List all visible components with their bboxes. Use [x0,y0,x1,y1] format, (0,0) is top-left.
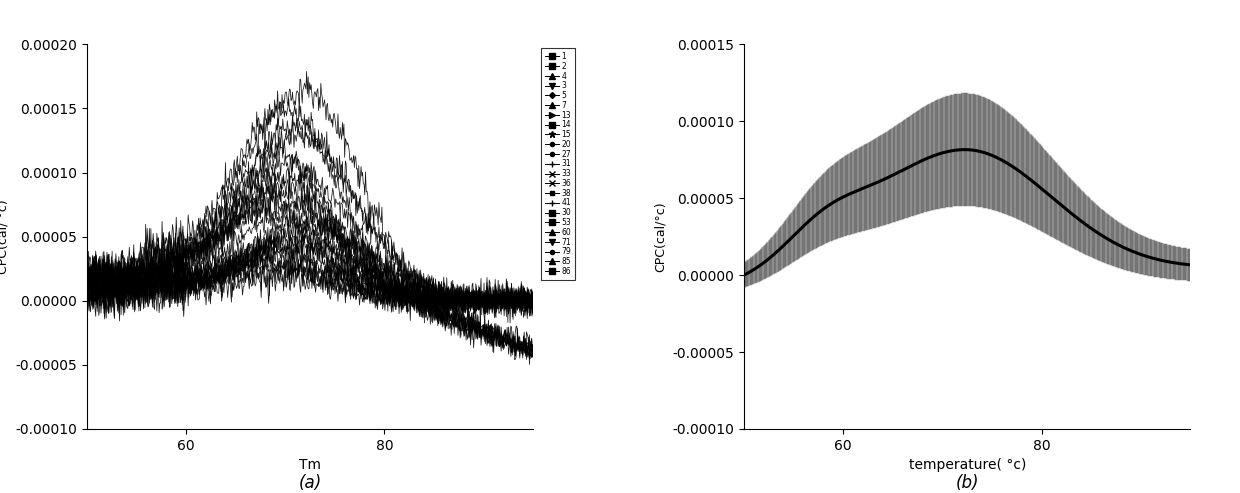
Legend: 1, 2, 4, 3, 5, 7, 13, 14, 15, 20, 27, 31, 33, 36, 38, 41, 30, 53, 60, 71, 79, 85: 1, 2, 4, 3, 5, 7, 13, 14, 15, 20, 27, 31… [542,48,575,280]
X-axis label: temperature( °c): temperature( °c) [909,458,1025,472]
Text: (b): (b) [956,474,978,492]
Text: (a): (a) [299,474,321,492]
Y-axis label: CPC(cal/ °c): CPC(cal/ °c) [0,199,10,274]
X-axis label: Tm: Tm [299,458,321,472]
Y-axis label: CPC(cal/°c): CPC(cal/°c) [653,201,667,272]
